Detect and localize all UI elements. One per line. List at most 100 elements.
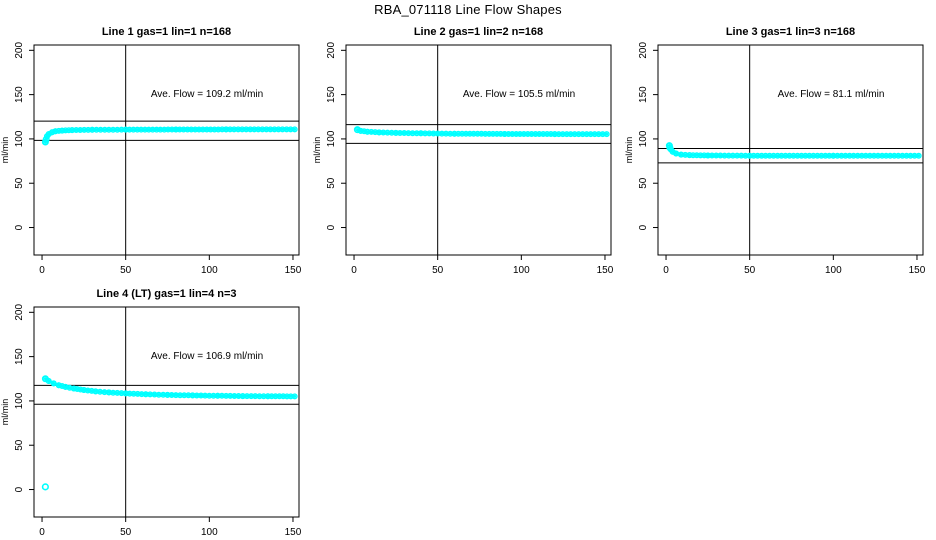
plot-box: [345, 44, 612, 256]
flow-data-point: [693, 152, 700, 159]
flow-data-point: [70, 385, 77, 392]
flow-data-point: [192, 126, 199, 133]
flow-data-point: [603, 131, 610, 138]
flow-data-point: [272, 393, 279, 400]
ave-flow-annotation: Ave. Flow = 106.9 ml/min: [151, 351, 263, 362]
flow-data-point: [52, 128, 59, 135]
flow-data-point: [161, 126, 168, 133]
figure-title: RBA_071118 Line Flow Shapes: [374, 2, 562, 17]
ave-flow-annotation: Ave. Flow = 109.2 ml/min: [151, 89, 263, 100]
flow-data-point: [211, 126, 218, 133]
flow-data-point: [268, 393, 275, 400]
x-axis-tick-label: 0: [39, 527, 45, 538]
flow-data-point: [520, 130, 527, 137]
y-axis-tick-label: 200: [14, 304, 25, 321]
plot-box: [33, 306, 300, 518]
flow-start-point: [666, 144, 674, 152]
flow-data-point: [195, 126, 202, 133]
flow-start-point: [41, 375, 49, 383]
flow-data-point: [540, 130, 547, 137]
y-axis-tick-label: 150: [326, 86, 337, 103]
y-axis-tick-label: 50: [14, 439, 25, 451]
flow-data-point: [138, 126, 145, 133]
y-axis-tick-label: 150: [14, 348, 25, 365]
ave-flow-annotation: Ave. Flow = 81.1 ml/min: [778, 89, 885, 100]
subplot-line-1: 0 50 100 150 200 0 50 100 150 ml/min Line 1 gas=1 …: [0, 26, 302, 276]
flow-data-point: [172, 126, 179, 133]
subplot-line-2: 0 50 100 150 200 0 50 100 150 ml/min Line 2 gas=1 …: [312, 26, 614, 276]
flow-data-point: [532, 130, 539, 137]
flow-data-point: [544, 130, 551, 137]
y-axis-tick-label: 50: [638, 177, 649, 189]
flow-data-point: [203, 126, 210, 133]
flow-data-point: [690, 152, 697, 159]
flow-data-point: [59, 127, 66, 134]
flow-data-point: [291, 393, 298, 400]
y-axis-tick-label: 100: [638, 130, 649, 147]
x-axis-tick-label: 100: [513, 265, 530, 276]
ave-flow-annotation: Ave. Flow = 105.5 ml/min: [463, 89, 575, 100]
y-axis-label: ml/min: [312, 137, 322, 164]
flow-data-point: [513, 130, 520, 137]
flow-data-point: [50, 380, 57, 387]
flow-data-point: [701, 152, 708, 159]
flow-data-point: [361, 128, 368, 135]
flow-data-point: [188, 126, 195, 133]
y-axis-tick-label: 50: [14, 177, 25, 189]
flow-data-point: [134, 126, 141, 133]
flow-data-point: [501, 130, 508, 137]
y-axis-tick-label: 50: [326, 177, 337, 189]
y-axis-tick-label: 200: [14, 42, 25, 59]
flow-data-point: [291, 126, 298, 133]
isolated-data-point: [41, 483, 49, 491]
flow-data-point: [49, 129, 56, 136]
y-axis-tick-label: 200: [326, 42, 337, 59]
flow-data-point: [184, 126, 191, 133]
flow-data-point: [55, 127, 62, 134]
flow-data-point: [180, 126, 187, 133]
flow-data-point: [505, 130, 512, 137]
flow-data-point: [122, 126, 129, 133]
flow-data-point: [915, 152, 922, 159]
flow-data-point: [686, 152, 693, 159]
x-axis-tick-label: 0: [351, 265, 357, 276]
flow-data-point: [77, 386, 84, 393]
flow-start-point: [42, 135, 50, 143]
x-axis-tick-label: 50: [744, 265, 756, 276]
y-axis-tick-label: 100: [14, 130, 25, 147]
flow-data-point: [697, 152, 704, 159]
flow-data-point: [451, 130, 458, 137]
flow-data-point: [284, 393, 291, 400]
y-axis-tick-label: 200: [638, 42, 649, 59]
flow-data-point: [264, 393, 271, 400]
plot-title: Line 4 (LT) gas=1 lin=4 n=3: [96, 288, 236, 300]
flow-data-point: [280, 393, 287, 400]
flow-data-point: [276, 393, 283, 400]
flow-data-point: [493, 130, 500, 137]
flow-data-point: [141, 126, 148, 133]
flow-data-point: [466, 130, 473, 137]
flow-data-point: [207, 126, 214, 133]
flow-data-point: [74, 386, 81, 393]
y-axis-tick-label: 0: [638, 224, 649, 230]
plot-title: Line 2 gas=1 lin=2 n=168: [414, 26, 543, 38]
flow-data-point: [463, 130, 470, 137]
subplot-line-3: 0 50 100 150 200 0 50 100 150 ml/min Line 3 gas=1 …: [624, 26, 926, 276]
flow-data-point: [750, 152, 757, 159]
x-axis-tick-label: 150: [285, 527, 302, 538]
flow-data-point: [55, 382, 62, 389]
x-axis-tick-label: 100: [201, 265, 218, 276]
x-axis-tick-label: 50: [432, 265, 444, 276]
flow-data-point: [470, 130, 477, 137]
flow-data-point: [153, 126, 160, 133]
x-axis-tick-label: 100: [201, 527, 218, 538]
y-axis-tick-label: 150: [14, 86, 25, 103]
flow-data-point: [59, 383, 66, 390]
flow-start-point: [353, 126, 361, 134]
x-axis-tick-label: 100: [825, 265, 842, 276]
subplot-line-4: 0 50 100 150 200 0 50 100 150 ml/min Line 4 (LT) g…: [0, 288, 302, 538]
flow-data-point: [126, 126, 133, 133]
x-axis-tick-label: 0: [39, 265, 45, 276]
